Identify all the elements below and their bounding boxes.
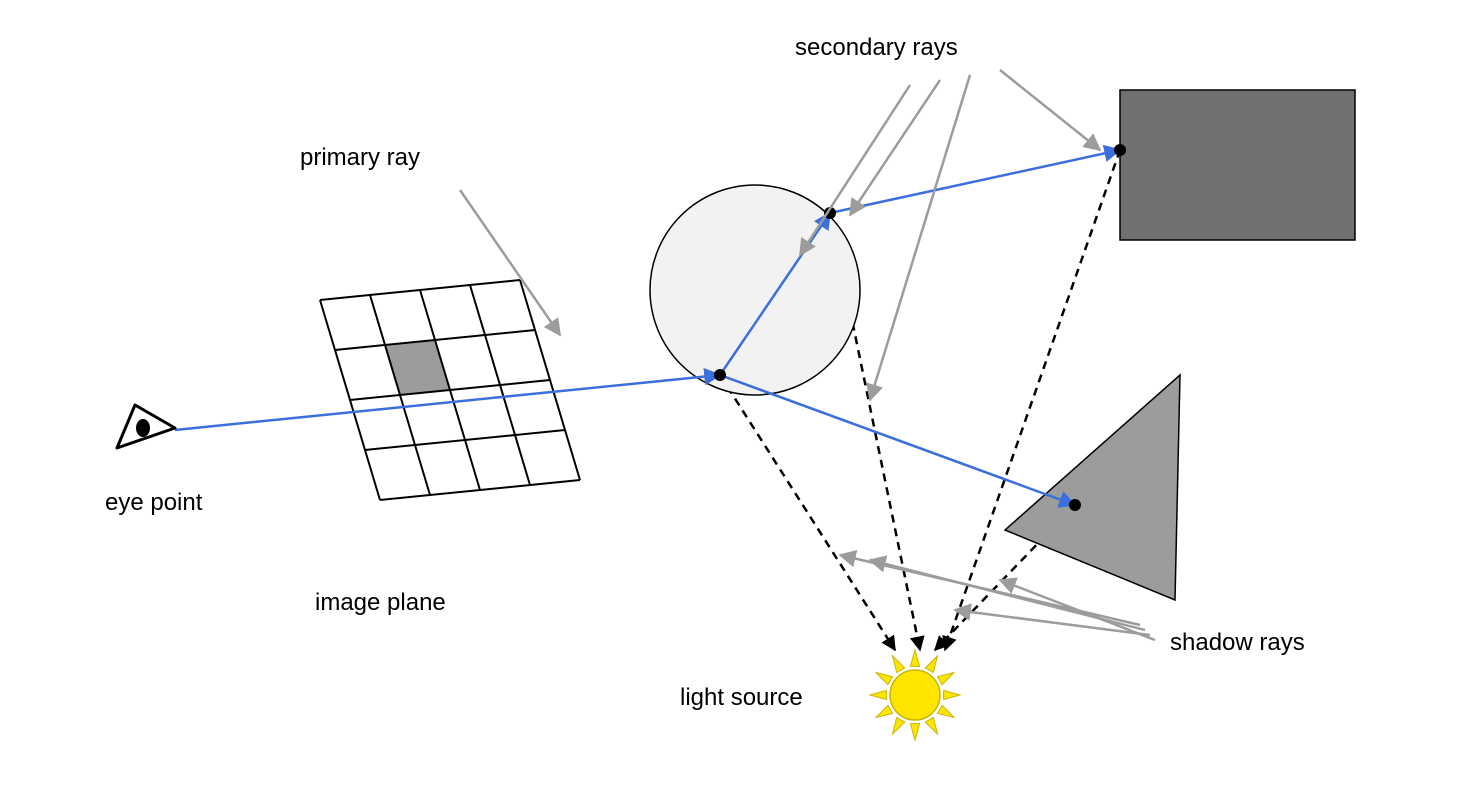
- shadow-ray: [720, 375, 895, 650]
- shadow-ray: [945, 150, 1120, 650]
- label-primary-ray: primary ray: [300, 144, 420, 171]
- pointer-secondary-ray: [800, 85, 910, 255]
- pointer-shadow-ray: [955, 610, 1150, 635]
- scene-rectangle: [1120, 90, 1355, 240]
- scene-shapes: [650, 90, 1355, 600]
- pointer-secondary-ray: [850, 80, 940, 215]
- sun-ray-icon: [893, 656, 905, 672]
- label-light-source: light source: [680, 684, 803, 711]
- sun-ray-icon: [870, 690, 886, 699]
- pointer-secondary-ray: [1000, 70, 1100, 150]
- sun-ray-icon: [944, 690, 960, 699]
- label-secondary-rays: secondary rays: [795, 34, 958, 61]
- pointer-primary-ray: [460, 190, 560, 335]
- label-eye-point: eye point: [105, 489, 203, 516]
- sun-ray-icon: [876, 705, 892, 717]
- sun-icon: [870, 650, 960, 740]
- label-image-plane: image plane: [315, 589, 446, 616]
- sun-ray-icon: [925, 656, 937, 672]
- sun-ray-icon: [937, 673, 953, 685]
- image-plane-grid: [320, 280, 580, 500]
- hit-point: [714, 369, 726, 381]
- sun-ray-icon: [893, 717, 905, 733]
- raytracing-diagram: primary ray secondary rays eye point ima…: [0, 0, 1475, 797]
- selected-pixel: [385, 340, 450, 395]
- sun-ray-icon: [937, 705, 953, 717]
- label-shadow-rays: shadow rays: [1170, 629, 1305, 656]
- scene-triangle: [1005, 375, 1180, 600]
- hit-point: [1069, 499, 1081, 511]
- sun-ray-icon: [910, 650, 919, 666]
- pointer-shadow-ray: [1000, 580, 1155, 640]
- hit-point: [1114, 144, 1126, 156]
- eye-icon: [117, 405, 175, 448]
- eye-pupil-icon: [136, 419, 150, 437]
- sun-ray-icon: [925, 717, 937, 733]
- sun-disc-icon: [890, 670, 940, 720]
- primary-secondary-rays: [175, 150, 1120, 505]
- secondary-ray: [720, 375, 1075, 505]
- sun-ray-icon: [910, 724, 919, 740]
- sun-ray-icon: [876, 673, 892, 685]
